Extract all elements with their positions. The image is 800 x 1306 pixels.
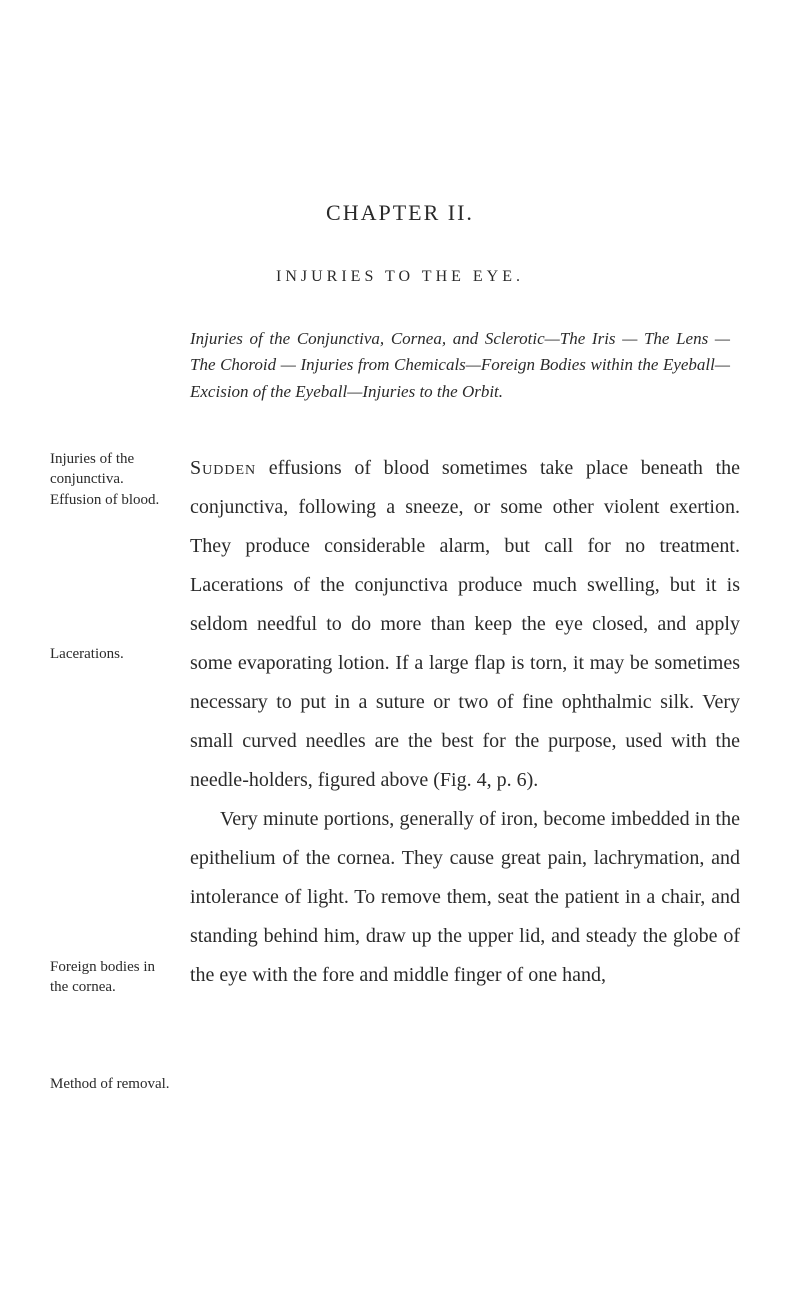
chapter-epigraph: Injuries of the Conjunctiva, Cornea, and…	[190, 326, 730, 405]
margin-note-injuries-conjunctiva: Injuries of the conjunctiva. Effusion of…	[50, 449, 170, 510]
body-paragraph-2: Very minute portions, generally of iron,…	[190, 800, 740, 995]
margin-note-lacerations: Lacerations.	[50, 644, 170, 664]
margin-note-foreign-bodies: Foreign bodies in the cornea.	[50, 957, 170, 998]
body-paragraph-1: Sudden effusions of blood sometimes take…	[190, 449, 740, 800]
margin-note-method-removal: Method of removal.	[50, 1074, 170, 1094]
chapter-heading: CHAPTER II.	[50, 200, 750, 226]
body-area: Injuries of the conjunctiva. Effusion of…	[50, 449, 750, 995]
paragraph-1-rest: effusions of blood sometimes take place …	[190, 457, 740, 791]
paragraph-2-text: Very minute portions, generally of iron,…	[190, 808, 740, 986]
section-heading: INJURIES TO THE EYE.	[50, 268, 750, 286]
lead-word: Sudden	[190, 457, 256, 479]
